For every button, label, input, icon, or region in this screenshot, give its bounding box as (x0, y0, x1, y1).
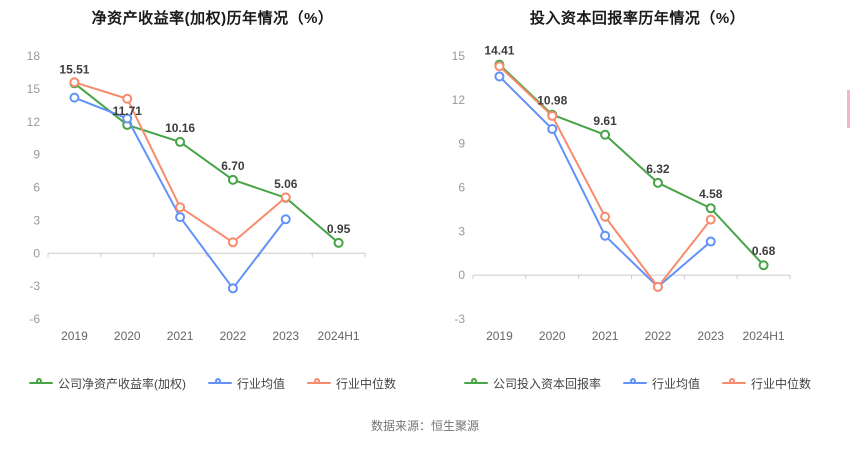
legend-label: 行业均值 (651, 376, 700, 391)
chart-panel-roic: 投入资本回报率历年情况（%） 15 12 9 6 3 0 -3 2019 2020 2021 202… (425, 0, 850, 391)
y-tick-label: 15 (27, 82, 41, 96)
y-tick-label: 0 (33, 246, 40, 260)
legend-item[interactable]: 公司净资产收益率(加权) (28, 375, 186, 392)
data-point-marker (600, 129, 611, 140)
legend-item[interactable]: 公司投入资本回报率 (463, 375, 601, 392)
data-label: 4.58 (699, 187, 723, 201)
x-tick-label: 2024H1 (318, 329, 360, 343)
x-tick-label: 2020 (114, 329, 141, 343)
data-point-marker (122, 93, 133, 104)
y-tick-label: 6 (458, 181, 465, 195)
data-label: 14.41 (484, 44, 514, 58)
legend-marker-icon (722, 378, 746, 388)
data-label: 10.98 (537, 94, 567, 108)
y-tick-label: 9 (33, 148, 40, 162)
series-line (498, 75, 712, 288)
y-tick-label: 12 (452, 93, 466, 107)
data-point-marker (227, 237, 238, 248)
data-source-note: 数据来源：恒生聚源 (370, 419, 479, 433)
data-point-marker (69, 92, 80, 103)
legend-label: 行业中位数 (336, 376, 397, 391)
roe-line-chart: 18 15 12 9 6 3 0 -3 -6 2019 2020 2021 2022 2023 2024H1… (27, 49, 366, 343)
x-tick-label: 2020 (539, 329, 566, 343)
series-line (73, 82, 340, 244)
data-point-marker (494, 71, 505, 82)
x-tick-label: 2022 (220, 329, 247, 343)
x-tick-label: 2021 (592, 329, 619, 343)
y-tick-label: 0 (458, 268, 465, 282)
y-tick-label: 3 (458, 224, 465, 238)
x-tick-label: 2022 (645, 329, 672, 343)
data-point-marker (758, 260, 769, 271)
y-tick-label: 12 (27, 115, 41, 129)
chart-title-roe: 净资产收益率(加权)历年情况（%） (91, 10, 334, 27)
data-label: 10.16 (165, 121, 195, 135)
series-line (498, 65, 712, 288)
legend-roic: 公司投入资本回报率 行业均值 行业中位数 (463, 375, 811, 392)
data-label: 9.61 (593, 114, 617, 128)
legend-item[interactable]: 行业中位数 (307, 375, 396, 392)
legend-item[interactable]: 行业均值 (207, 375, 285, 392)
data-point-marker (333, 237, 344, 248)
data-point-marker (175, 202, 186, 213)
data-point-marker (652, 177, 663, 188)
legend-label: 行业中位数 (751, 376, 812, 391)
legend-marker-icon (463, 378, 488, 388)
data-point-marker (600, 230, 611, 241)
data-point-marker (547, 110, 558, 121)
y-tick-label: 15 (452, 49, 466, 63)
y-tick-label: 9 (458, 137, 465, 151)
charts-row: 净资产收益率(加权)历年情况（%） 18 15 12 9 6 3 0 -3 -6 2019 2020… (0, 0, 850, 391)
data-point-marker (122, 113, 133, 124)
data-point-marker (494, 61, 505, 72)
legend-roe: 公司净资产收益率(加权) 行业均值 行业中位数 (28, 375, 396, 392)
y-tick-label: 6 (33, 181, 40, 195)
data-point-marker (280, 214, 291, 225)
legend-marker-icon (207, 378, 232, 388)
y-tick-label: -3 (29, 279, 40, 293)
x-tick-label: 2019 (61, 329, 88, 343)
legend-item[interactable]: 行业中位数 (722, 375, 811, 392)
data-label: 6.70 (221, 159, 245, 173)
legend-label: 公司净资产收益率(加权) (57, 376, 186, 391)
legend-marker-icon (307, 378, 331, 388)
data-point-marker (175, 212, 186, 223)
data-point-marker (705, 236, 716, 247)
x-tick-label: 2021 (167, 329, 194, 343)
right-edge-artifact (847, 90, 850, 128)
data-label: 5.06 (274, 177, 298, 191)
legend-label: 行业均值 (236, 376, 285, 391)
data-point-marker (652, 281, 663, 292)
data-point-marker (227, 283, 238, 294)
legend-marker-icon (28, 378, 53, 388)
data-label: 0.68 (752, 244, 776, 258)
x-tick-label: 2023 (697, 329, 724, 343)
y-tick-label: 3 (33, 213, 40, 227)
data-label: 0.95 (327, 222, 351, 236)
x-tick-label: 2023 (272, 329, 299, 343)
data-label: 11.71 (113, 104, 143, 118)
y-tick-label: -3 (454, 312, 465, 326)
data-label: 15.51 (59, 62, 89, 76)
data-point-marker (280, 192, 291, 203)
data-point-marker (175, 136, 186, 147)
x-tick-label: 2024H1 (743, 329, 785, 343)
y-tick-label: -6 (29, 312, 40, 326)
data-point-marker (705, 214, 716, 225)
data-point-marker (600, 211, 611, 222)
data-point-marker (547, 124, 558, 135)
x-tick-label: 2019 (486, 329, 513, 343)
data-point-marker (705, 203, 716, 214)
chart-title-roic: 投入资本回报率历年情况（%） (529, 10, 746, 27)
data-label: 6.32 (646, 162, 670, 176)
chart-panel-roe: 净资产收益率(加权)历年情况（%） 18 15 12 9 6 3 0 -3 -6 2019 2020… (0, 0, 425, 391)
y-tick-label: 18 (27, 49, 41, 63)
legend-item[interactable]: 行业均值 (622, 375, 700, 392)
data-point-marker (69, 77, 80, 88)
roic-line-chart: 15 12 9 6 3 0 -3 2019 2020 2021 2022 2023 2024H1 14.4… (452, 44, 791, 343)
legend-label: 公司投入资本回报率 (492, 376, 601, 391)
legend-marker-icon (622, 378, 647, 388)
data-point-marker (227, 174, 238, 185)
